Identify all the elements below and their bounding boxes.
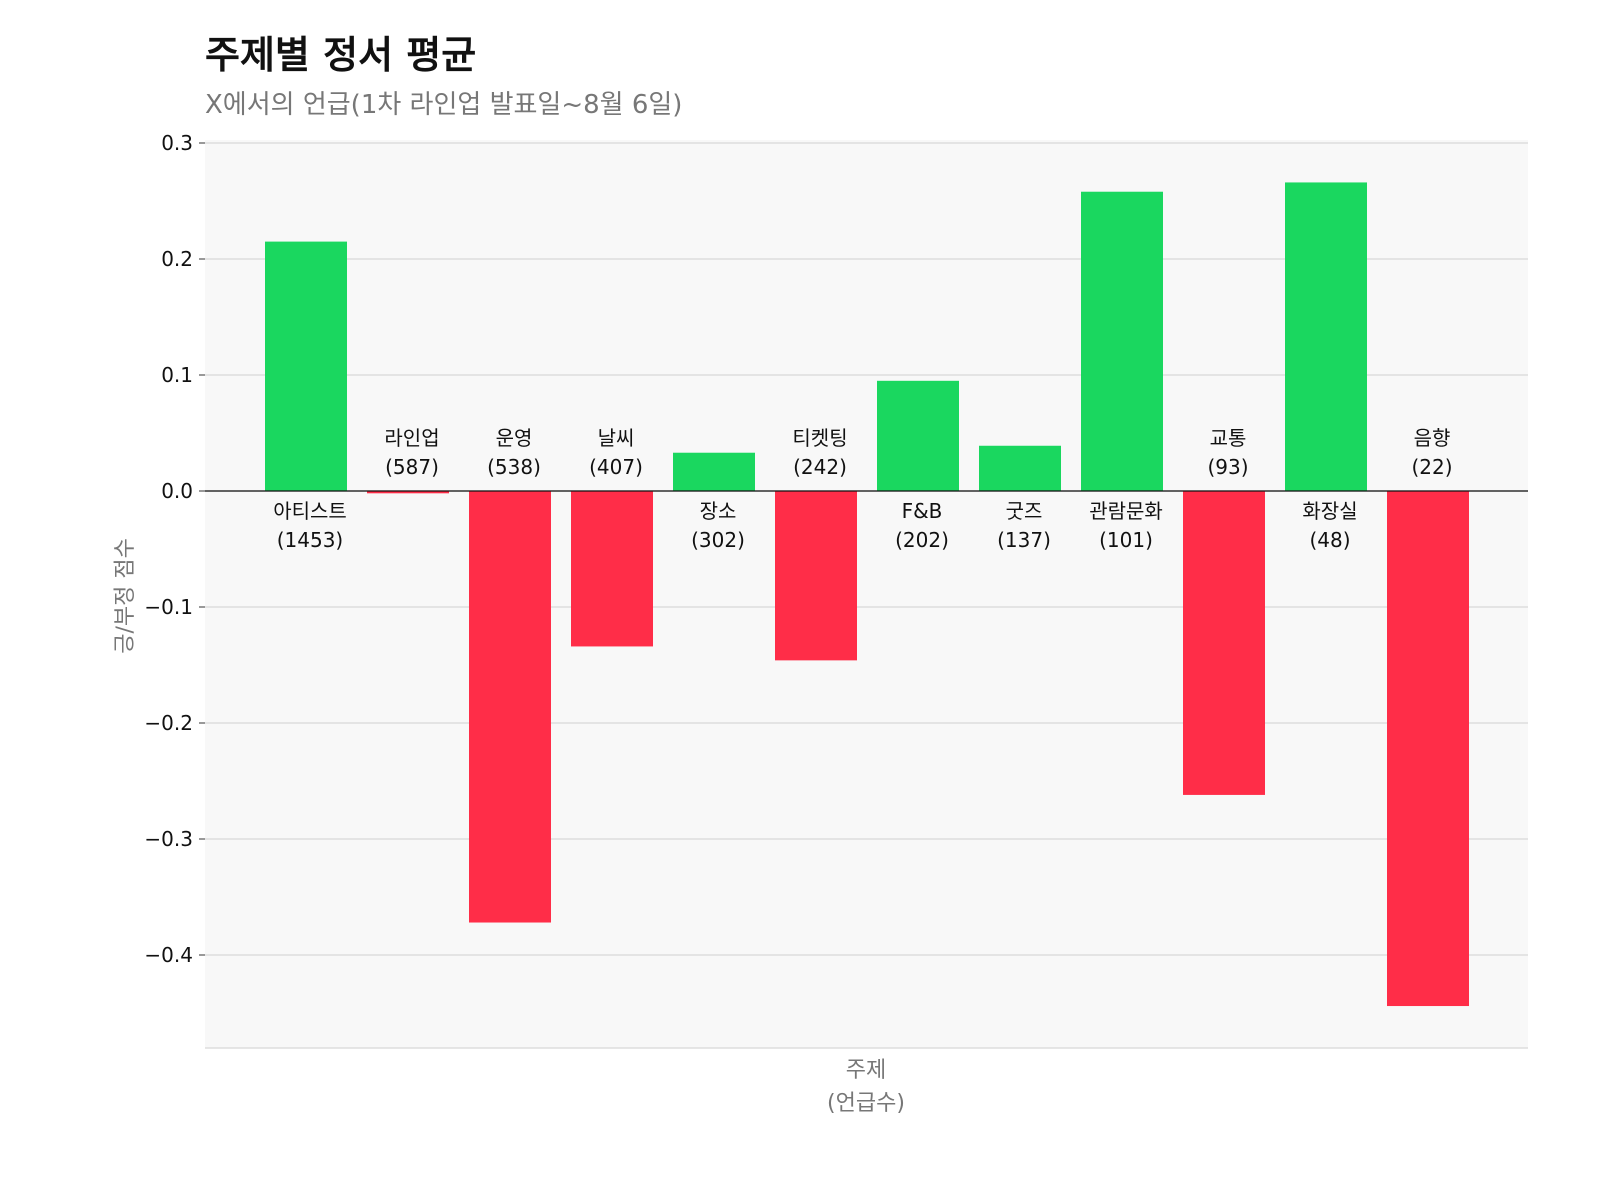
category-label: 운영 (496, 426, 533, 450)
category-label: 티켓팅 (792, 426, 847, 450)
count-label: (1453) (277, 528, 344, 552)
y-tick-label: −0.1 (144, 595, 193, 619)
y-axis-label: 긍/부정 점수 (113, 538, 138, 654)
y-tick-label: 0.0 (161, 479, 193, 503)
category-label: 굿즈 (1006, 499, 1043, 523)
bar-굿즈 (979, 445, 1061, 491)
category-label: 교통 (1210, 426, 1247, 450)
count-label: (538) (487, 455, 541, 479)
y-tick-label: −0.3 (144, 827, 193, 851)
count-label: (587) (385, 455, 439, 479)
y-tick-label: −0.2 (144, 711, 193, 735)
bar-관람문화 (1081, 191, 1163, 491)
count-label: (202) (895, 528, 949, 552)
chart-title: 주제별 정서 평균 (205, 33, 477, 77)
bar-날씨 (571, 491, 653, 647)
category-label: 날씨 (598, 426, 635, 450)
count-label: (22) (1411, 455, 1452, 479)
count-label: (242) (793, 455, 847, 479)
y-tick-label: 0.2 (161, 247, 193, 271)
bar-운영 (469, 491, 551, 923)
count-label: (407) (589, 455, 643, 479)
bar-화장실 (1285, 182, 1367, 491)
bar-티켓팅 (775, 491, 857, 661)
bar-교통 (1183, 491, 1265, 795)
x-axis-label-line2: (언급수) (827, 1091, 905, 1116)
category-label: 음향 (1414, 426, 1451, 450)
category-label: 아티스트 (273, 499, 347, 523)
bar-음향 (1387, 491, 1469, 1007)
y-tick-label: −0.4 (144, 943, 193, 967)
category-label: 장소 (700, 499, 737, 523)
y-tick-label: 0.3 (161, 131, 193, 155)
count-label: (137) (997, 528, 1051, 552)
count-label: (302) (691, 528, 745, 552)
category-label: 관람문화 (1089, 499, 1163, 523)
bar-라인업 (367, 491, 449, 494)
x-axis-label-line1: 주제 (846, 1058, 886, 1083)
count-label: (93) (1207, 455, 1248, 479)
y-tick-label: 0.1 (161, 363, 193, 387)
category-label: 라인업 (384, 426, 439, 450)
bar-아티스트 (265, 241, 347, 491)
count-label: (101) (1099, 528, 1153, 552)
count-label: (48) (1309, 528, 1350, 552)
category-label: 화장실 (1302, 499, 1357, 523)
category-label: F&B (902, 499, 943, 523)
bar-장소 (673, 452, 755, 491)
chart-subtitle: X에서의 언급(1차 라인업 발표일~8월 6일) (205, 90, 683, 120)
bar-F&B (877, 380, 959, 491)
